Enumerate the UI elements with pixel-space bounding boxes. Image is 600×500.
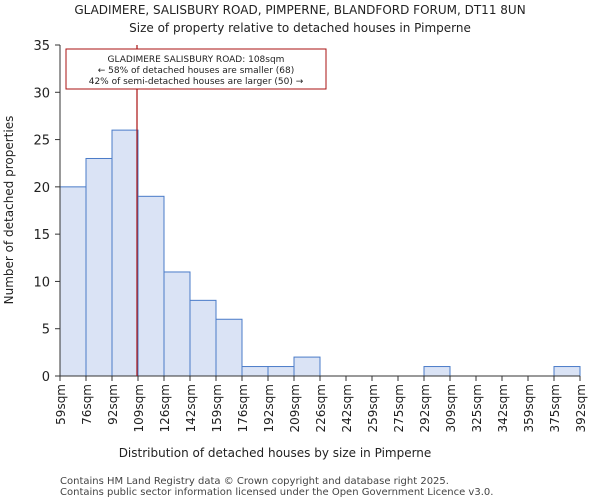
histogram-bar: [111, 129, 139, 377]
histogram-bar: [553, 366, 581, 377]
y-axis-label: Number of detached properties: [2, 116, 16, 305]
x-tick-label: 226sqm: [314, 384, 328, 432]
x-tick-label: 92sqm: [106, 384, 120, 425]
y-tick-label: 5: [42, 323, 50, 338]
y-tick-label: 20: [33, 181, 50, 196]
bars-group: [59, 129, 581, 377]
x-tick-label: 242sqm: [340, 384, 354, 432]
x-tick-label: 126sqm: [158, 384, 172, 432]
x-tick-label: 392sqm: [574, 384, 588, 432]
histogram-bar: [137, 195, 165, 377]
x-tick-label: 375sqm: [548, 384, 562, 432]
histogram-bar: [293, 356, 321, 377]
y-axis-ticks: 0 5 10 15 20 25 30 35: [33, 39, 60, 385]
x-tick-label: 109sqm: [132, 384, 146, 432]
y-tick-label: 35: [33, 39, 50, 54]
x-axis-ticks: 59sqm 76sqm 92sqm 109sqm 126sqm 142sqm 159sqm 1…: [54, 376, 588, 432]
annotation-line1: GLADIMERE SALISBURY ROAD: 108sqm: [108, 55, 285, 65]
x-tick-label: 359sqm: [522, 384, 536, 432]
footer-line2: Contains public sector information licen…: [60, 487, 493, 498]
y-tick-label: 15: [33, 228, 50, 243]
histogram-bar: [215, 318, 243, 377]
annotation-line2: ← 58% of detached houses are smaller (68…: [98, 66, 295, 76]
x-axis-label: Distribution of detached houses by size …: [119, 446, 432, 460]
footer-line1: Contains HM Land Registry data © Crown c…: [60, 476, 449, 487]
x-tick-label: 142sqm: [184, 384, 198, 432]
x-tick-label: 76sqm: [80, 384, 94, 425]
x-tick-label: 59sqm: [54, 384, 68, 425]
histogram-bar: [189, 299, 217, 377]
y-tick-label: 10: [33, 275, 50, 290]
x-tick-label: 309sqm: [444, 384, 458, 432]
x-tick-label: 292sqm: [418, 384, 432, 432]
histogram-bar: [423, 366, 451, 377]
y-tick-label: 30: [33, 86, 50, 101]
annotation-line3: 42% of semi-detached houses are larger (…: [89, 77, 304, 87]
y-tick-label: 0: [42, 370, 50, 385]
x-tick-label: 209sqm: [288, 384, 302, 432]
x-tick-label: 259sqm: [366, 384, 380, 432]
x-tick-label: 159sqm: [210, 384, 224, 432]
x-tick-label: 176sqm: [236, 384, 250, 432]
histogram-bar: [267, 366, 295, 377]
y-tick-label: 25: [33, 134, 50, 149]
chart-title-line2: Size of property relative to detached ho…: [129, 21, 471, 35]
chart-title-line1: GLADIMERE, SALISBURY ROAD, PIMPERNE, BLA…: [74, 3, 525, 17]
annotation-box: [65, 48, 327, 90]
histogram-bar: [163, 271, 191, 377]
histogram-bar: [241, 366, 269, 377]
histogram-bar: [59, 186, 87, 377]
x-tick-label: 275sqm: [392, 384, 406, 432]
histogram-bar: [85, 157, 113, 377]
x-tick-label: 192sqm: [262, 384, 276, 432]
x-tick-label: 325sqm: [470, 384, 484, 432]
x-tick-label: 342sqm: [496, 384, 510, 432]
